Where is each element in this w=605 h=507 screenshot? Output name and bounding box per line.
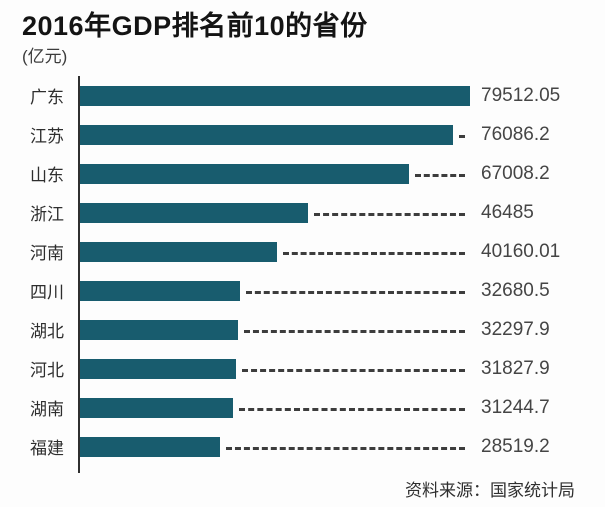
leader-dash-line [282, 251, 465, 255]
plot-row [78, 232, 470, 271]
leader-dash-line [225, 446, 465, 450]
bar [80, 124, 454, 145]
category-label: 四川 [30, 283, 64, 302]
chart-row: 河南 40160.01 [22, 232, 605, 271]
value-label: 28519.2 [481, 435, 550, 457]
bar [80, 241, 277, 262]
chart-row: 广东 79512.05 [22, 76, 605, 115]
bar [80, 85, 470, 106]
bar [80, 202, 308, 223]
leader-dash-line [239, 407, 465, 411]
plot-row [78, 76, 470, 115]
chart-row: 浙江 46485 [22, 193, 605, 232]
category-label: 河北 [30, 361, 64, 380]
bar [80, 280, 241, 301]
category-label: 湖南 [30, 400, 64, 419]
value-label: 46485 [481, 201, 534, 223]
bar [80, 163, 409, 184]
value-label: 79512.05 [481, 84, 561, 106]
plot-row [78, 115, 470, 154]
category-label: 河南 [30, 244, 64, 263]
leader-dash-line [459, 134, 465, 138]
chart-row: 四川 32680.5 [22, 271, 605, 310]
plot-row [78, 310, 470, 349]
y-axis-line-tail [78, 466, 80, 473]
source-caption: 资料来源：国家统计局 [405, 481, 575, 500]
chart-row: 湖南 31244.7 [22, 388, 605, 427]
plot-row [78, 193, 470, 232]
plot-row [78, 154, 470, 193]
leader-dash-line [314, 212, 465, 216]
value-label: 31244.7 [481, 396, 550, 418]
plot-row [78, 427, 470, 466]
value-label: 76086.2 [481, 123, 550, 145]
bar [80, 358, 237, 379]
unit-label: (亿元) [22, 47, 68, 66]
value-label: 32680.5 [481, 279, 550, 301]
value-label: 31827.9 [481, 357, 550, 379]
category-label: 山东 [30, 166, 64, 185]
bar-chart: 广东 79512.05 江苏 76086.2 山东 67008.2 浙江 46485 河南 401… [22, 76, 605, 466]
chart-row: 河北 31827.9 [22, 349, 605, 388]
plot-row [78, 388, 470, 427]
chart-row: 山东 67008.2 [22, 154, 605, 193]
chart-title: 2016年GDP排名前10的省份 [22, 11, 368, 41]
leader-dash-line [246, 290, 465, 294]
category-label: 江苏 [30, 127, 64, 146]
bar [80, 319, 239, 340]
bar [80, 397, 234, 418]
value-label: 40160.01 [481, 240, 561, 262]
category-label: 福建 [30, 439, 64, 458]
value-label: 32297.9 [481, 318, 550, 340]
chart-row: 福建 28519.2 [22, 427, 605, 466]
leader-dash-line [244, 329, 465, 333]
plot-row [78, 271, 470, 310]
category-label: 湖北 [30, 322, 64, 341]
category-label: 广东 [30, 88, 64, 107]
chart-row: 江苏 76086.2 [22, 115, 605, 154]
bar [80, 436, 220, 457]
plot-row [78, 349, 470, 388]
category-label: 浙江 [30, 205, 64, 224]
leader-dash-line [242, 368, 465, 372]
value-label: 67008.2 [481, 162, 550, 184]
chart-row: 湖北 32297.9 [22, 310, 605, 349]
leader-dash-line [414, 173, 465, 177]
